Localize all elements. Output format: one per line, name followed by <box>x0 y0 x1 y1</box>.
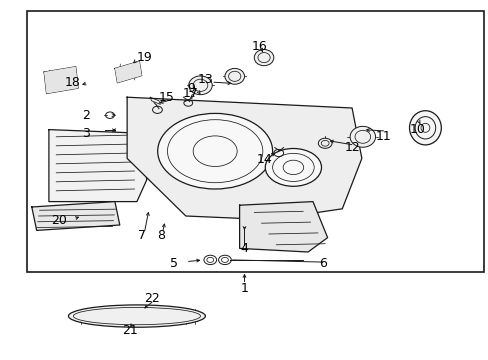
Text: 18: 18 <box>64 76 80 89</box>
Text: 9: 9 <box>186 82 194 95</box>
Text: 17: 17 <box>183 87 198 100</box>
Polygon shape <box>239 202 327 252</box>
Ellipse shape <box>349 126 375 147</box>
Polygon shape <box>49 130 146 202</box>
Polygon shape <box>44 67 78 94</box>
Polygon shape <box>127 97 361 220</box>
Ellipse shape <box>409 111 440 145</box>
Text: 19: 19 <box>136 51 152 64</box>
Text: 13: 13 <box>197 73 213 86</box>
Text: 22: 22 <box>143 292 159 305</box>
Text: 3: 3 <box>81 127 89 140</box>
Text: 14: 14 <box>256 153 271 166</box>
Ellipse shape <box>264 148 321 186</box>
Text: 12: 12 <box>344 141 359 154</box>
Ellipse shape <box>254 49 273 66</box>
Text: 15: 15 <box>158 91 174 104</box>
Text: 4: 4 <box>240 242 248 255</box>
Text: 1: 1 <box>240 282 248 294</box>
Text: 5: 5 <box>169 257 177 270</box>
Text: 8: 8 <box>157 229 165 242</box>
Polygon shape <box>115 61 142 83</box>
Ellipse shape <box>157 113 272 189</box>
Text: 21: 21 <box>122 324 137 337</box>
Text: 7: 7 <box>138 229 145 242</box>
Text: 20: 20 <box>51 214 66 227</box>
Ellipse shape <box>224 68 244 84</box>
Text: 10: 10 <box>409 123 425 136</box>
Text: 16: 16 <box>251 40 266 53</box>
Bar <box>27 11 483 272</box>
Text: 2: 2 <box>81 109 89 122</box>
Ellipse shape <box>188 76 212 95</box>
Text: 11: 11 <box>375 130 391 143</box>
Polygon shape <box>32 202 120 230</box>
Text: 6: 6 <box>318 257 326 270</box>
Ellipse shape <box>68 305 205 327</box>
